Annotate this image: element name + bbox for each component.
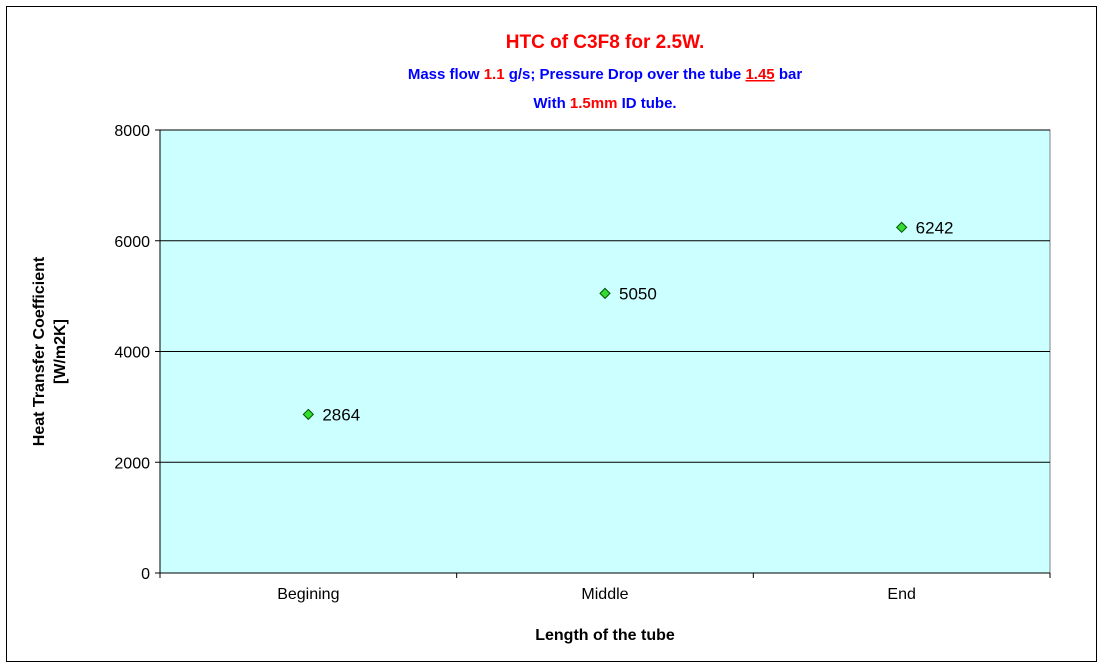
- text-segment: With: [533, 95, 570, 112]
- text-segment: 1.45: [745, 66, 774, 83]
- chart-title: HTC of C3F8 for 2.5W.: [506, 32, 704, 53]
- marker: [302, 408, 315, 421]
- text-segment: 1.1: [484, 66, 505, 83]
- text-segment: HTC of C3F8 for 2.5W.: [506, 32, 704, 53]
- data-label: 2864: [322, 405, 360, 424]
- y-tick-label: 0: [141, 566, 150, 583]
- marker: [599, 287, 611, 300]
- x-tick-label: End: [887, 586, 915, 603]
- y-tick-label: 4000: [114, 345, 150, 362]
- x-tick-label: Begining: [277, 586, 339, 603]
- marker: [895, 221, 908, 234]
- x-axis-label: Length of the tube: [535, 627, 675, 644]
- y-tick-label: 6000: [114, 234, 150, 251]
- y-axis-label: Heat Transfer Coefficient: [31, 256, 48, 446]
- text-segment: bar: [775, 66, 803, 83]
- text-segment: Mass flow: [408, 66, 484, 83]
- chart-subtitle: With 1.5mm ID tube.: [533, 95, 676, 112]
- text-segment: g/s; Pressure Drop over the tube: [505, 66, 746, 83]
- data-label: 5050: [619, 284, 657, 303]
- x-tick-label: Middle: [581, 586, 628, 603]
- text-segment: ID tube.: [617, 95, 676, 112]
- y-tick-label: 8000: [114, 123, 150, 140]
- data-label: 6242: [916, 218, 954, 237]
- y-axis-label: [W/m2K]: [52, 319, 69, 384]
- text-segment: 1.5mm: [570, 95, 618, 112]
- y-tick-label: 2000: [114, 455, 150, 472]
- chart-subtitle: Mass flow 1.1 g/s; Pressure Drop over th…: [408, 66, 803, 83]
